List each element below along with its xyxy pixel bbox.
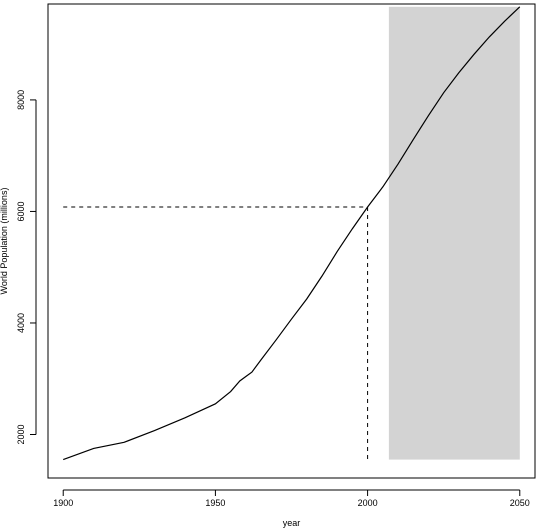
y-tick-label: 4000 xyxy=(16,313,26,333)
x-tick-label: 1950 xyxy=(205,498,225,508)
y-axis-title: World Population (millions) xyxy=(0,188,9,295)
y-tick-label: 2000 xyxy=(16,424,26,444)
series-line-0 xyxy=(63,6,521,461)
x-axis-title: year xyxy=(283,518,301,528)
y-tick-label: 6000 xyxy=(16,201,26,221)
shaded-region xyxy=(388,6,520,460)
y-tick-label: 8000 xyxy=(16,90,26,110)
x-tick-label: 2050 xyxy=(510,498,530,508)
x-tick-label: 2000 xyxy=(358,498,378,508)
x-tick-label: 1900 xyxy=(53,498,73,508)
plot-frame xyxy=(47,3,536,479)
